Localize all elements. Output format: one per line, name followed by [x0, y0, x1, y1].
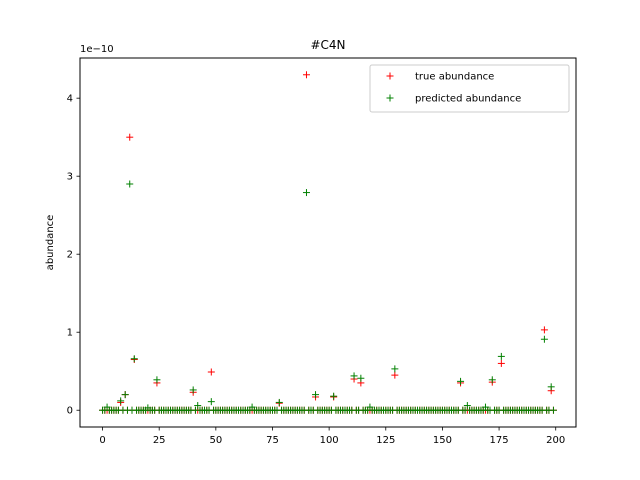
- data-point: [391, 371, 399, 379]
- legend-label: predicted abundance: [415, 94, 521, 105]
- y-tick-label: 2: [67, 250, 73, 261]
- data-point: [357, 374, 365, 382]
- data-point: [540, 335, 548, 343]
- legend-label: true abundance: [415, 72, 494, 83]
- data-point: [189, 386, 197, 394]
- data-point: [497, 352, 505, 360]
- y-scale-offset: 1e−10: [80, 44, 114, 55]
- y-tick-label: 4: [67, 94, 73, 105]
- series-predicted-abundance: [99, 180, 557, 414]
- x-tick-label: 25: [153, 435, 166, 446]
- y-tick-label: 3: [67, 172, 73, 183]
- legend: true abundance predicted abundance: [369, 64, 570, 113]
- legend-marker: [386, 72, 394, 80]
- data-point: [207, 398, 215, 406]
- x-tick-label: 200: [546, 435, 565, 446]
- data-point: [312, 391, 320, 399]
- plot-area: [80, 58, 576, 427]
- x-tick-label: 100: [320, 435, 339, 446]
- data-point: [330, 392, 338, 400]
- x-tick-label: 150: [433, 435, 452, 446]
- data-point: [126, 180, 134, 188]
- x-tick-label: 50: [209, 435, 222, 446]
- data-point: [207, 368, 215, 376]
- data-point: [488, 376, 496, 384]
- y-axis: 0 1 2 3 4: [67, 94, 80, 417]
- data-point: [194, 402, 202, 410]
- x-tick-label: 175: [490, 435, 509, 446]
- data-point: [302, 189, 310, 197]
- chart-title: #C4N: [310, 38, 345, 52]
- data-point: [391, 365, 399, 373]
- data-point: [117, 397, 125, 405]
- plot-frame: [79, 57, 577, 428]
- y-axis-label: abundance: [45, 215, 56, 271]
- data-point: [121, 391, 129, 399]
- data-point: [549, 406, 557, 414]
- data-point: [350, 372, 358, 380]
- data-point: [463, 402, 471, 410]
- x-axis: 0 25 50 75 100 125 150 175 200: [99, 427, 565, 446]
- data-point: [497, 359, 505, 367]
- y-tick-label: 0: [67, 406, 73, 417]
- legend-frame: [369, 64, 570, 113]
- data-point: [153, 376, 161, 384]
- data-point: [126, 133, 134, 141]
- data-point: [302, 71, 310, 79]
- data-marks: [99, 71, 557, 414]
- data-point: [540, 326, 548, 334]
- x-tick-label: 75: [266, 435, 279, 446]
- x-tick-label: 0: [99, 435, 105, 446]
- legend-marker: [386, 94, 394, 102]
- data-point: [457, 377, 465, 385]
- y-tick-label: 1: [67, 328, 73, 339]
- data-point: [275, 398, 283, 406]
- x-tick-label: 125: [376, 435, 395, 446]
- data-point: [547, 383, 555, 391]
- data-point: [130, 355, 138, 363]
